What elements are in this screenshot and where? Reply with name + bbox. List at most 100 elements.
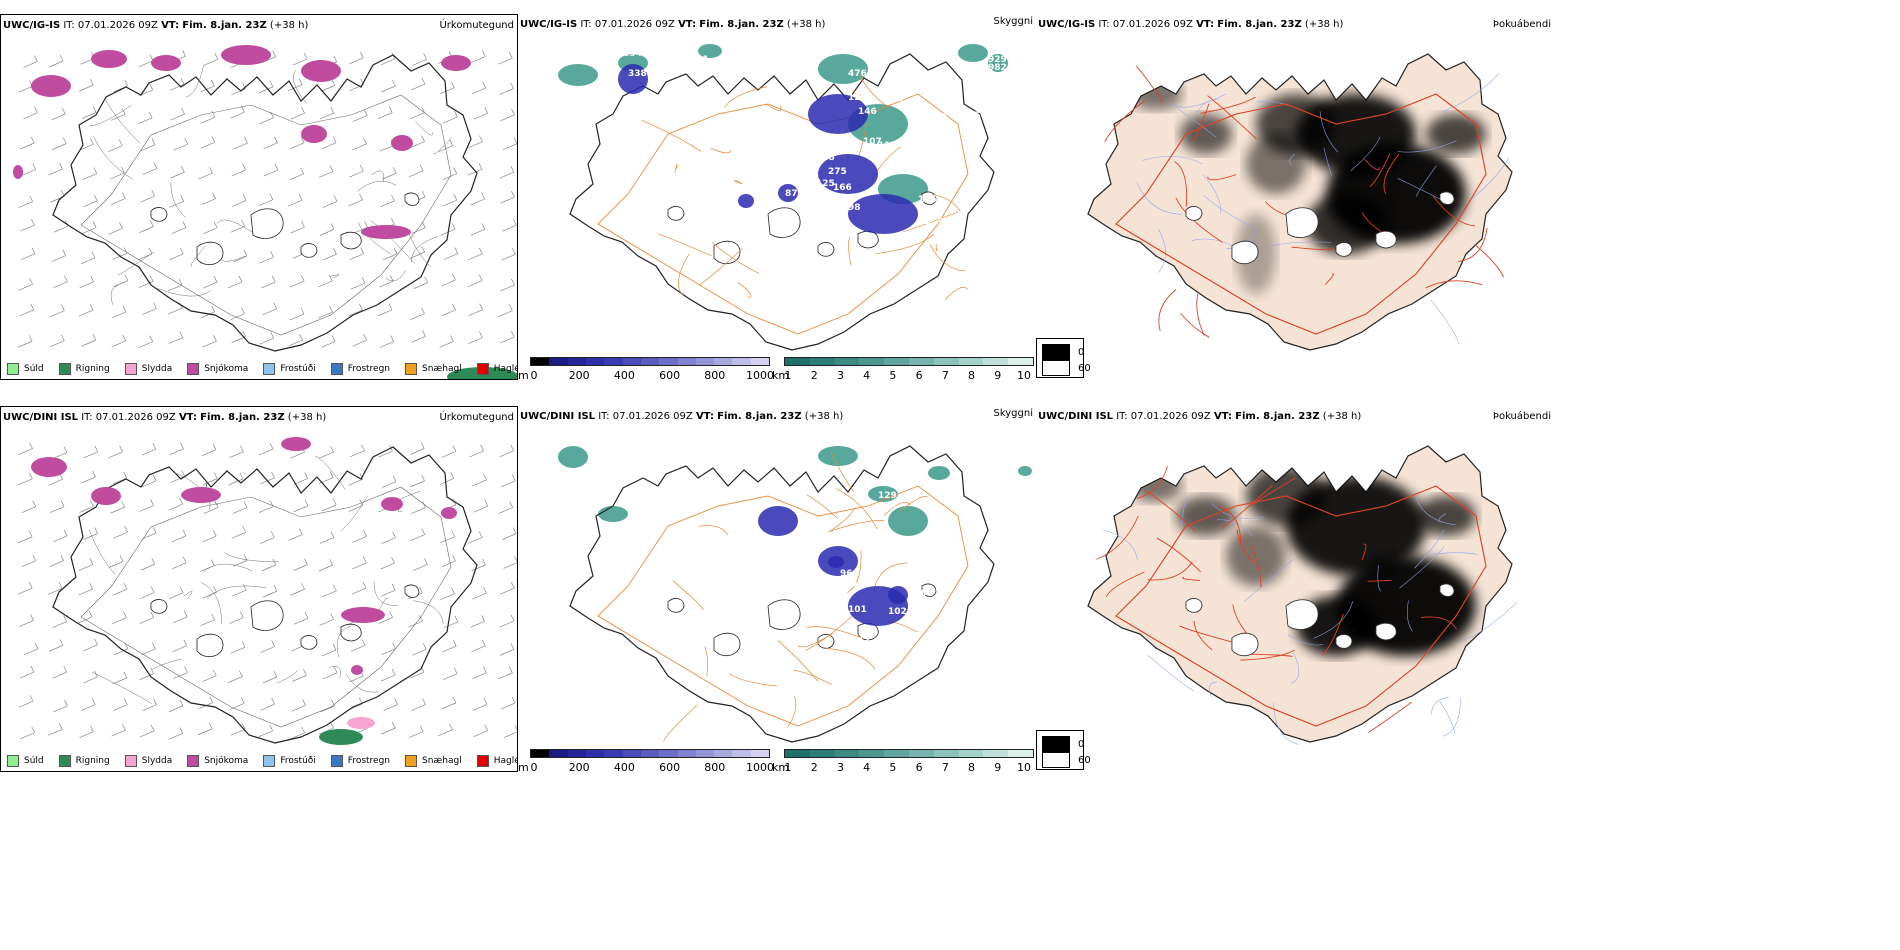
wind-barb: [141, 642, 156, 656]
wind-barb: [468, 247, 483, 261]
lead-time: (+38 h): [1304, 19, 1344, 30]
cloud-base-label: 154: [630, 113, 649, 123]
wind-barb: [231, 330, 246, 343]
cloud-base-label: 952: [544, 475, 563, 485]
fog-label-60: 60: [1078, 362, 1091, 374]
colorbar-segment: [604, 358, 623, 365]
colorbar-segment: [622, 358, 641, 365]
wind-barb: [472, 586, 487, 600]
colorbar-segment: [531, 358, 550, 365]
wind-barb: [499, 165, 515, 179]
cloud-base-label: 929: [988, 55, 1007, 65]
colorbar-segment: [958, 750, 984, 757]
snow-patch: [221, 45, 271, 65]
wind-barb: [381, 721, 396, 735]
wind-barb: [293, 472, 309, 485]
wind-barb: [52, 665, 67, 679]
wind-barb: [50, 304, 65, 317]
wind-barb: [168, 278, 183, 292]
wind-barb: [410, 442, 425, 455]
wind-barb: [202, 276, 218, 289]
colorbar-segment: [732, 358, 751, 365]
wind-barb: [171, 556, 187, 570]
snow-patch: [341, 607, 385, 623]
fog-label-0: 0: [1078, 346, 1085, 358]
lead-time: (+38 h): [269, 20, 309, 31]
wind-barb: [168, 727, 184, 740]
colorbar-tick: 1000: [746, 369, 774, 380]
wind-barb: [230, 307, 245, 320]
wind-barb: [53, 699, 68, 713]
wind-barb: [141, 526, 157, 540]
vt-label: VT:: [178, 412, 197, 423]
colorbar-tick: 1: [784, 761, 792, 772]
fog-blob: [1226, 526, 1286, 586]
legend-item-snæhagl: Snæhagl: [405, 363, 462, 375]
precip-panel-2: UWC/DINI ISL IT: 07.01.2026 09Z VT: Fim.…: [0, 406, 518, 772]
wind-barb: [139, 499, 154, 512]
visibility-patch: [988, 54, 1008, 72]
wind-barb: [79, 78, 94, 92]
wind-barb: [413, 276, 429, 289]
wind-barb: [322, 666, 338, 680]
fog-swatch-0: [1042, 736, 1070, 752]
snow-patch: [281, 437, 311, 451]
wind-barb: [473, 724, 488, 737]
wind-barb: [410, 106, 425, 119]
visibility-patch: [868, 486, 898, 502]
colorbar-tick: 600: [659, 761, 681, 772]
fog-blob: [1426, 114, 1486, 154]
wind-barb: [289, 274, 305, 288]
fog-blob: [1130, 78, 1182, 110]
wind-barb: [471, 50, 486, 63]
cloud-base-label: 87: [768, 537, 781, 547]
wind-barb: [202, 335, 217, 348]
wind-barb: [321, 335, 336, 348]
wind-barb: [500, 582, 515, 595]
road-network: [597, 74, 969, 335]
wind-barb: [289, 307, 305, 321]
wind-barb: [499, 82, 514, 95]
wind-barb: [443, 615, 459, 629]
glacier: [1335, 634, 1353, 649]
wind-barb: [47, 582, 63, 595]
glacier: [1439, 191, 1455, 205]
precip-panel-1: UWC/IG-IS IT: 07.01.2026 09Z VT: Fim. 8.…: [0, 14, 518, 380]
fog-map: [1087, 445, 1518, 745]
wind-barb: [23, 642, 39, 656]
wind-barb: [82, 221, 97, 234]
wind-barb: [18, 581, 33, 595]
wind-barb: [382, 167, 397, 180]
cloud-base-patch: [618, 64, 648, 94]
colorbar-segment: [983, 358, 1009, 365]
cloud-base-label: 537: [598, 71, 617, 81]
cloud-base-label: 137: [880, 629, 899, 639]
wind-barb: [383, 698, 398, 711]
wind-barb: [442, 639, 457, 653]
legend-label: Snæhagl: [422, 364, 462, 374]
snow-patch: [31, 457, 67, 477]
colorbar-segment: [859, 750, 885, 757]
cloud-base-label: 125: [816, 179, 835, 189]
cloud-base-patch: [828, 556, 844, 568]
wind-barb: [498, 304, 513, 318]
wind-barb: [112, 247, 128, 260]
wind-barb: [292, 669, 307, 682]
wind-barb: [230, 640, 246, 654]
colorbar-tick: 10: [1017, 369, 1031, 380]
colorbar-segment: [958, 358, 984, 365]
wind-barb: [263, 163, 279, 177]
wind-barb: [52, 615, 67, 628]
colorbar-segment: [714, 750, 733, 757]
wind-barb: [442, 194, 458, 207]
cloud-base-label: 155: [878, 503, 897, 513]
wind-barb: [258, 80, 274, 94]
wind-barb: [350, 276, 366, 290]
wind-barb: [138, 275, 154, 288]
cloud-base-label: 260: [816, 137, 835, 147]
legend-swatch: [187, 363, 200, 375]
wind-barb: [322, 498, 337, 512]
road-network: [597, 452, 969, 742]
wind-barb: [228, 472, 244, 486]
